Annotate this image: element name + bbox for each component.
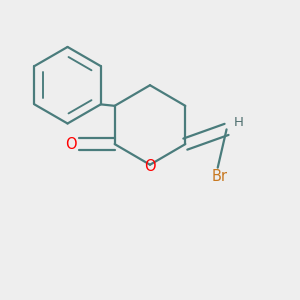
Text: O: O [144, 159, 156, 174]
Text: H: H [233, 116, 243, 128]
Text: O: O [65, 136, 77, 152]
Text: Br: Br [211, 169, 227, 184]
